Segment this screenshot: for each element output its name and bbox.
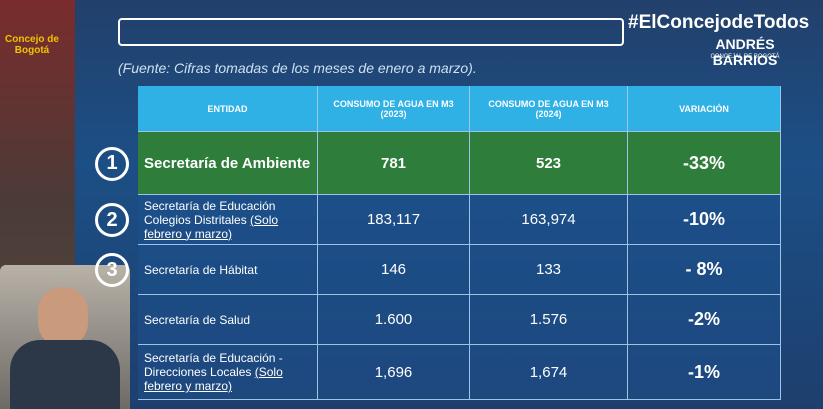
entity-cell: Secretaría de Educación - Direcciones Lo… <box>138 345 318 400</box>
webcam <box>0 265 130 409</box>
councillor-role: CONCEJAL DE BOGOTÁ <box>710 54 780 60</box>
value-cell: 163,974 <box>470 195 628 245</box>
value-cell: - 8% <box>628 245 781 295</box>
entity-cell: Secretaría de Hábitat <box>138 245 318 295</box>
value-cell: 523 <box>470 132 628 195</box>
header-cell: CONSUMO DE AGUA EN M3 (2023) <box>318 86 470 132</box>
face <box>38 287 88 347</box>
value-cell: 781 <box>318 132 470 195</box>
header-cell: VARIACIÓN <box>628 86 781 132</box>
value-cell: -33% <box>628 132 781 195</box>
entity-cell: Secretaría de Ambiente <box>138 132 318 195</box>
entity-note: (Solo febrero y marzo) <box>144 365 283 393</box>
council-logo: Concejo de Bogotá <box>5 34 59 56</box>
source-note: (Fuente: Cifras tomadas de los meses de … <box>118 60 477 76</box>
entity-text: Secretaría de Hábitat <box>144 263 257 277</box>
entity-text: Secretaría de Salud <box>144 313 250 327</box>
value-cell: 1,674 <box>470 345 628 400</box>
header-cell: CONSUMO DE AGUA EN M3 (2024) <box>470 86 628 132</box>
entity-cell: Secretaría de Educación Colegios Distrit… <box>138 195 318 245</box>
value-cell: 1,696 <box>318 345 470 400</box>
body <box>10 340 120 409</box>
value-cell: -10% <box>628 195 781 245</box>
value-cell: 146 <box>318 245 470 295</box>
entity-cell: Secretaría de Salud <box>138 295 318 345</box>
entity-name: Secretaría de Educación Colegios Distrit… <box>144 198 276 227</box>
entity-name: Secretaría de Salud <box>144 312 251 327</box>
value-cell: 1.600 <box>318 295 470 345</box>
value-cell: -1% <box>628 345 781 400</box>
value-cell: 183,117 <box>318 195 470 245</box>
value-cell: 1.576 <box>470 295 628 345</box>
entity-text: Secretaría de Ambiente <box>144 155 310 172</box>
councillor-name: ANDRÉS BARRIOS <box>712 36 778 68</box>
entity-text: Secretaría de Educación Colegios Distrit… <box>144 199 311 241</box>
row-number: 2 <box>95 203 129 237</box>
title-box <box>118 18 624 46</box>
value-cell: 133 <box>470 245 628 295</box>
header-cell: ENTIDAD <box>138 86 318 132</box>
entity-name: Secretaría de Hábitat <box>144 262 258 277</box>
entity-note: (Solo febrero y marzo) <box>144 212 279 241</box>
entity-text: Secretaría de Educación - Direcciones Lo… <box>144 351 311 393</box>
value-cell: -2% <box>628 295 781 345</box>
entity-name: Secretaría de Educación - Direcciones Lo… <box>144 351 283 379</box>
row-number: 3 <box>95 253 129 287</box>
entity-name: Secretaría de Ambiente <box>144 154 311 172</box>
row-number: 1 <box>95 146 129 181</box>
table: ENTIDAD CONSUMO DE AGUA EN M3 (2023) CONSU… <box>138 86 781 400</box>
hashtag: #ElConcejodeTodos <box>628 12 810 33</box>
